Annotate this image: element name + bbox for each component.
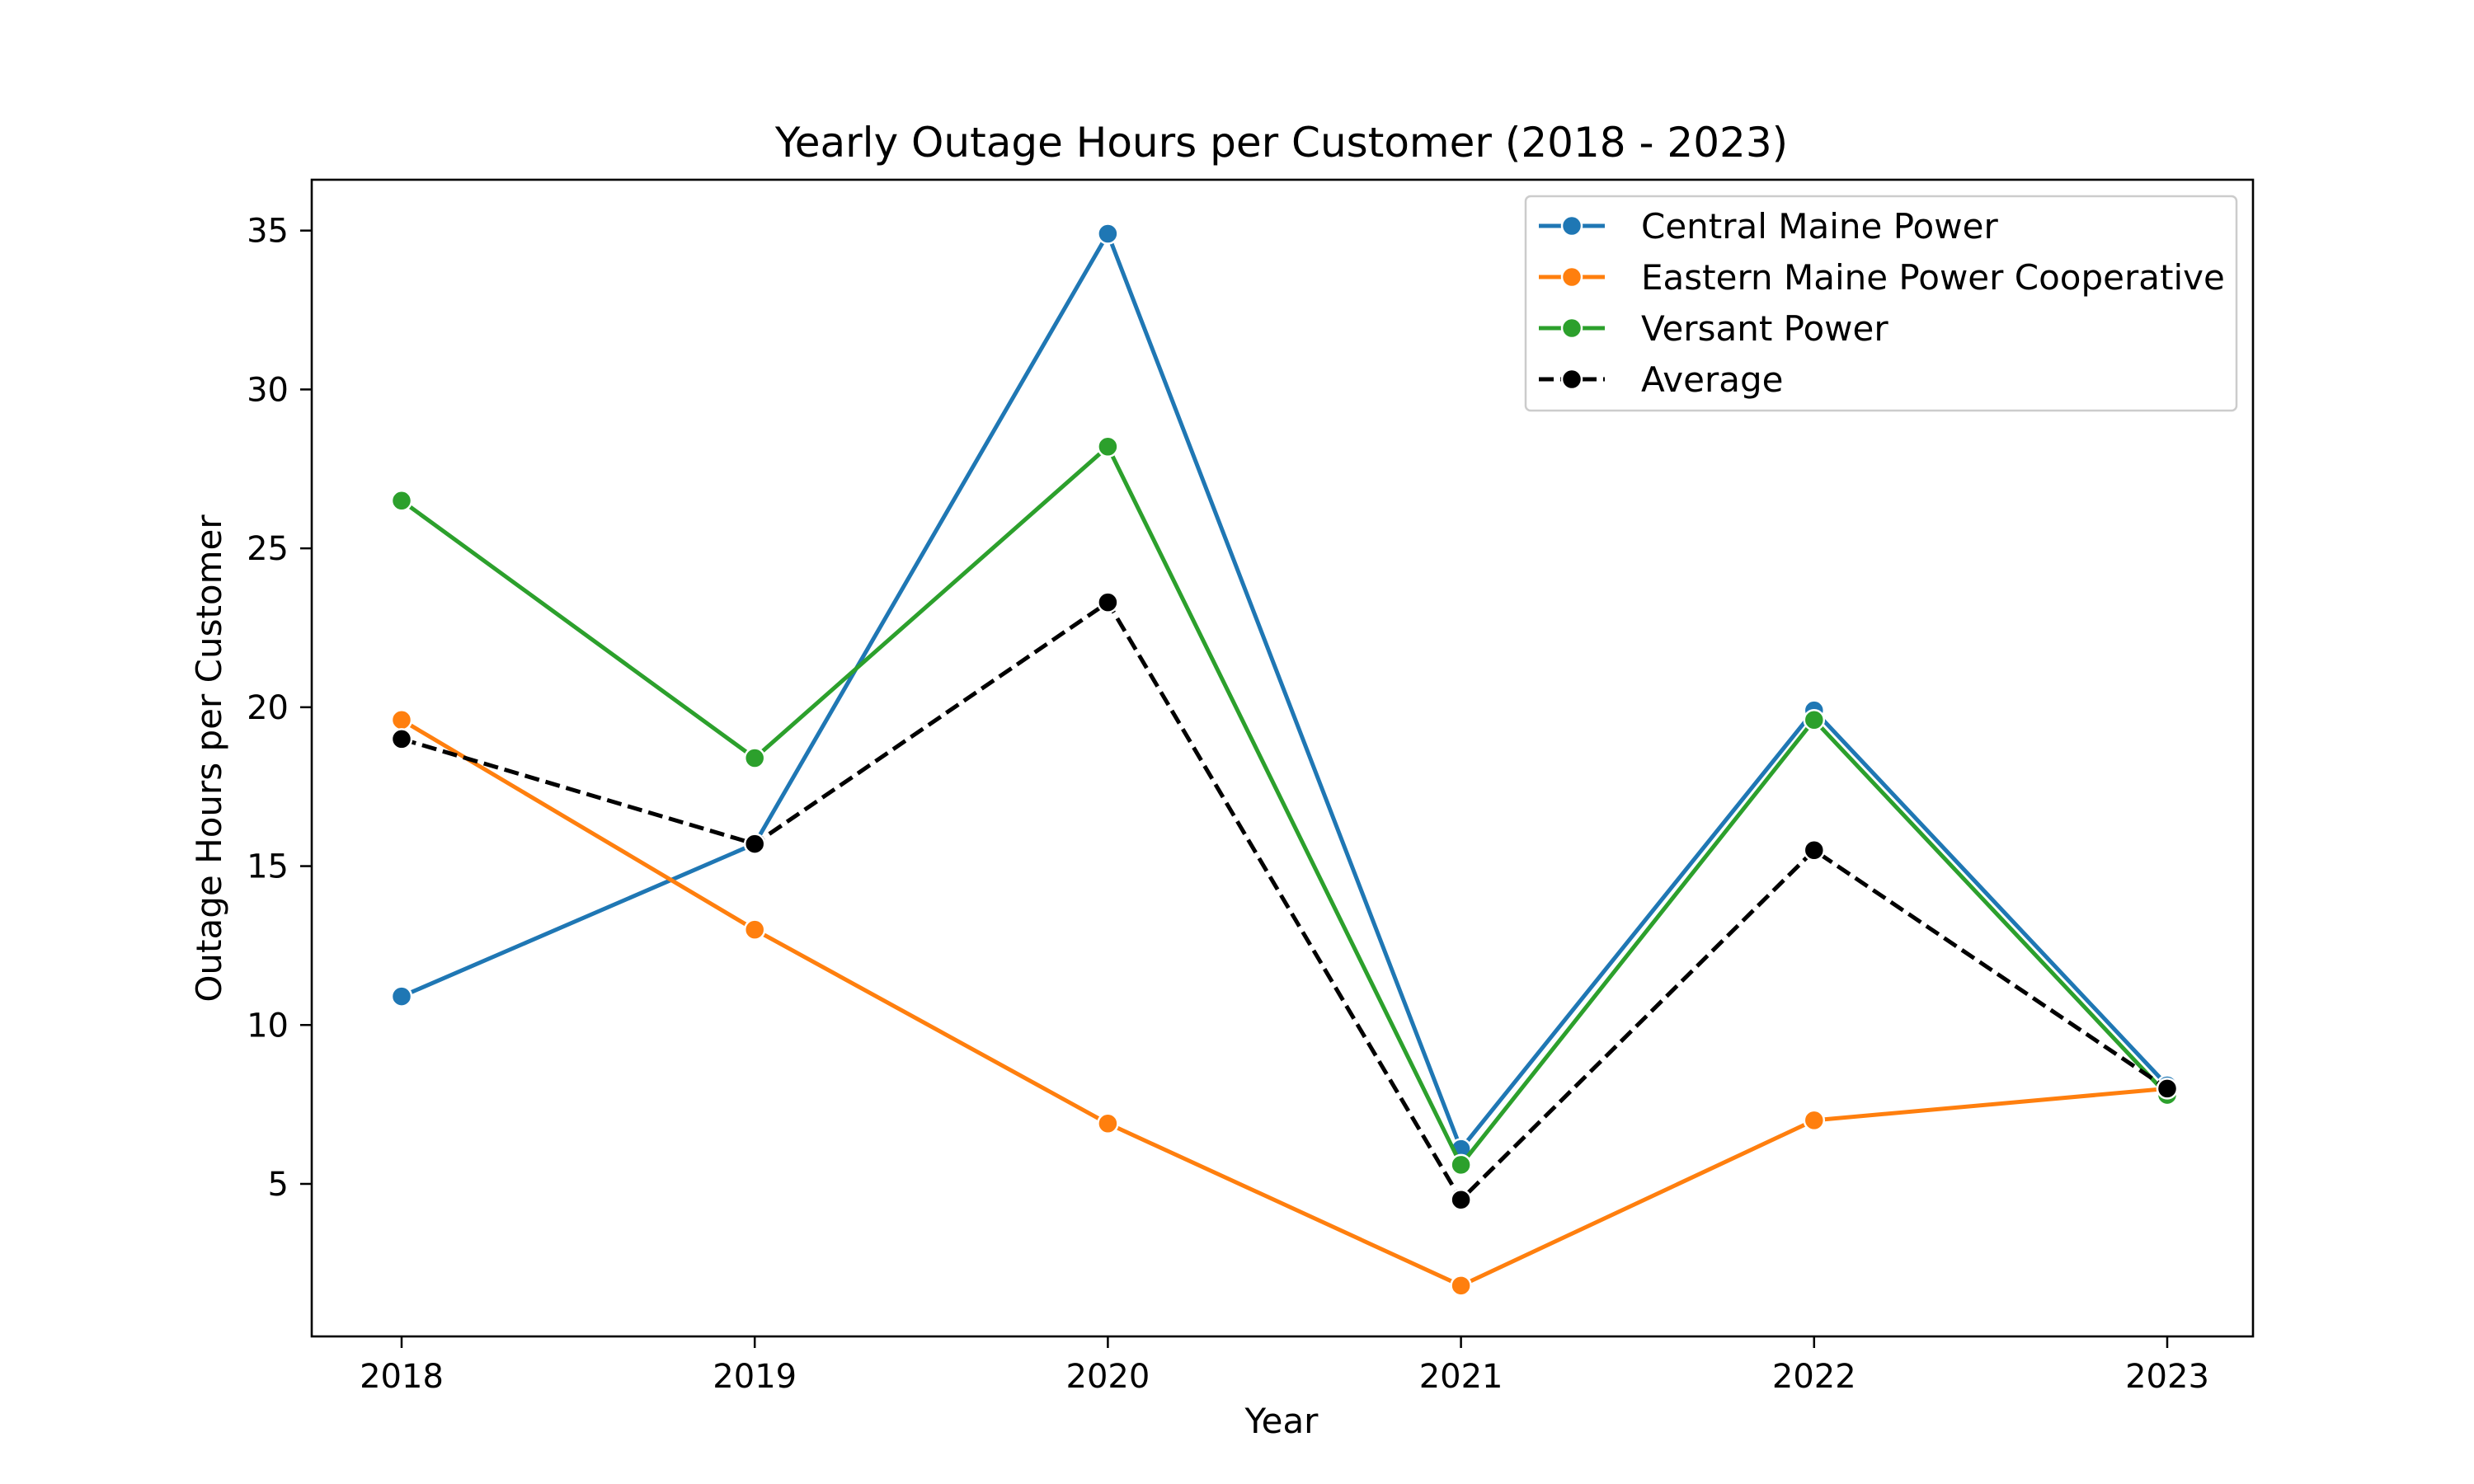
legend-marker xyxy=(1560,265,1583,289)
data-series xyxy=(390,223,2179,1297)
data-point xyxy=(743,747,766,769)
legend-marker xyxy=(1560,317,1583,340)
data-point xyxy=(1450,1189,1472,1211)
legend-item: Versant Power xyxy=(1539,308,1888,349)
data-point xyxy=(1097,435,1119,458)
y-axis-label: Outage Hours per Customer xyxy=(189,514,229,1003)
y-tick-label: 35 xyxy=(247,213,289,251)
data-point xyxy=(390,985,413,1007)
plot-area xyxy=(310,178,2255,1338)
legend-item: Eastern Maine Power Cooperative xyxy=(1539,257,2225,298)
data-point xyxy=(390,708,413,731)
data-point xyxy=(1097,1112,1119,1135)
legend-marker xyxy=(1560,368,1583,391)
legend-item: Central Maine Power xyxy=(1539,206,1998,247)
chart-title: Yearly Outage Hours per Customer (2018 -… xyxy=(774,119,1788,167)
y-tick-label: 25 xyxy=(247,530,289,568)
axis-ticks: 2018 2019 2020 2021 2022 2023 5 10 15 20 25 30 35 xyxy=(247,213,2209,1396)
data-point xyxy=(1097,591,1119,613)
legend-box xyxy=(1524,195,2238,412)
data-point xyxy=(1803,1109,1826,1132)
data-point xyxy=(2156,1078,2179,1100)
series-line xyxy=(401,600,2169,1202)
series-line xyxy=(400,444,2169,1167)
series-1 xyxy=(390,708,2179,1297)
legend-label: Average xyxy=(1641,359,1783,400)
y-tick-label: 5 xyxy=(268,1166,289,1204)
y-tick-label: 20 xyxy=(247,689,289,727)
legend-label: Central Maine Power xyxy=(1641,206,1998,247)
x-tick-label: 2019 xyxy=(713,1358,797,1396)
legend-marker xyxy=(1560,214,1583,237)
data-point xyxy=(1450,1153,1472,1176)
y-tick-label: 30 xyxy=(247,371,289,409)
x-tick-label: 2022 xyxy=(1772,1358,1856,1396)
x-tick-label: 2020 xyxy=(1066,1358,1150,1396)
series-line xyxy=(401,232,2169,1152)
data-point xyxy=(390,728,413,750)
legend-item: Average xyxy=(1539,359,1783,400)
data-point xyxy=(743,833,766,855)
data-point xyxy=(743,918,766,941)
y-tick-label: 10 xyxy=(247,1007,289,1045)
data-point xyxy=(1803,708,1826,731)
data-point xyxy=(390,490,413,512)
legend-label: Eastern Maine Power Cooperative xyxy=(1641,257,2225,298)
data-point xyxy=(1803,839,1826,862)
data-point xyxy=(1450,1275,1472,1297)
y-tick-label: 15 xyxy=(247,848,289,886)
data-point xyxy=(1097,223,1119,245)
x-tick-label: 2023 xyxy=(2125,1358,2209,1396)
series-line xyxy=(400,718,2168,1288)
x-tick-label: 2018 xyxy=(360,1358,444,1396)
series-3 xyxy=(390,591,2179,1211)
x-axis-label: Year xyxy=(1244,1401,1319,1441)
legend: Central Maine Power Eastern Maine Power C… xyxy=(1524,195,2238,412)
legend-label: Versant Power xyxy=(1641,308,1888,349)
x-tick-label: 2021 xyxy=(1419,1358,1503,1396)
